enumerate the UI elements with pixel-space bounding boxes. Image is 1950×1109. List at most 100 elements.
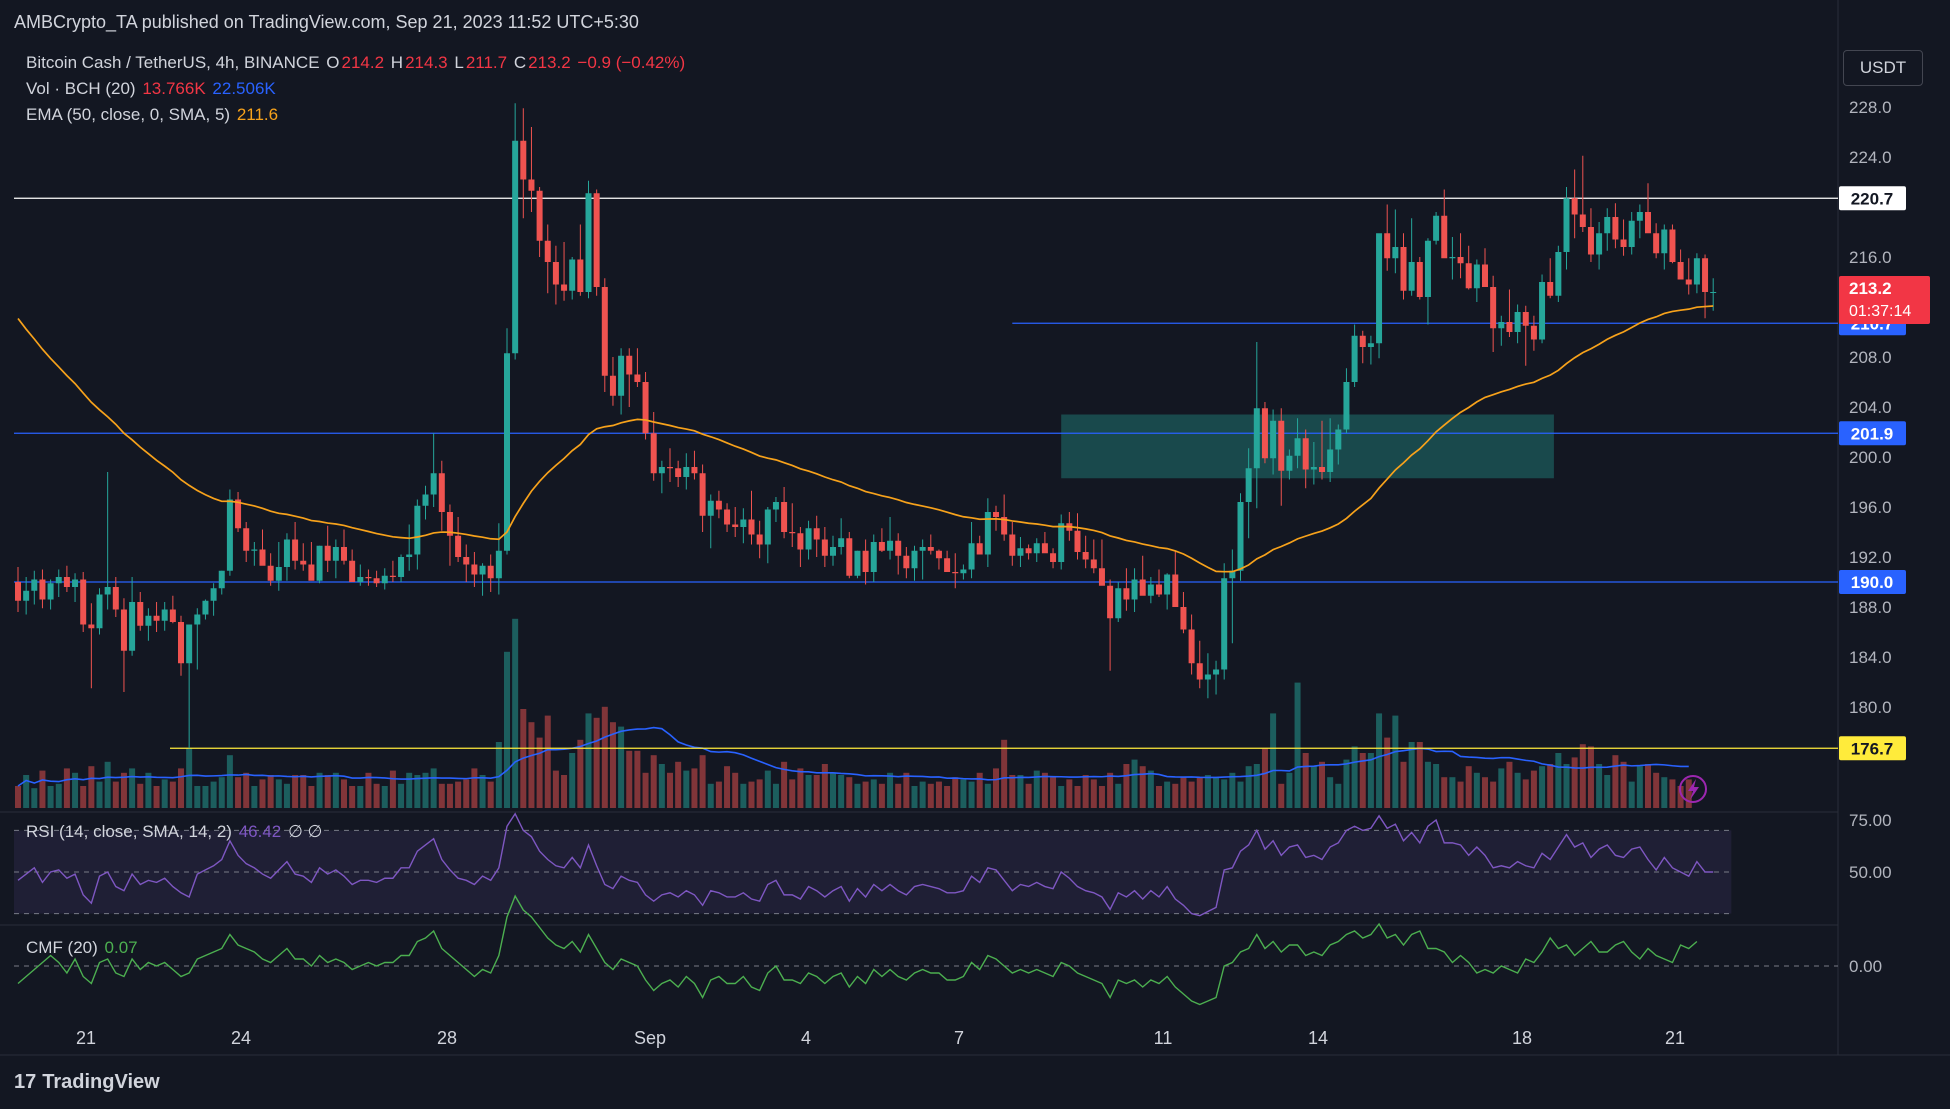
volume-legend[interactable]: Vol · BCH (20) 13.766K 22.506K <box>26 79 278 99</box>
candle <box>112 577 119 617</box>
candle <box>1172 550 1179 607</box>
candle <box>1164 573 1171 610</box>
candle <box>1596 222 1603 270</box>
volume-bar <box>235 777 242 808</box>
svg-text:190.0: 190.0 <box>1851 573 1894 592</box>
candle <box>72 573 79 602</box>
candle <box>536 187 543 257</box>
volume-bar <box>748 781 755 808</box>
volume-bar <box>887 772 894 808</box>
volume-bar <box>1294 682 1301 808</box>
lightning-alert-icon[interactable] <box>1679 775 1707 803</box>
candle <box>1441 189 1448 259</box>
candle <box>55 569 62 597</box>
rsi-tick-label: 75.00 <box>1849 811 1892 830</box>
candle <box>1351 324 1358 387</box>
volume-bar <box>740 783 747 808</box>
rsi-legend-label: RSI (14, close, SMA, 14, 2) <box>26 822 232 841</box>
ema-line-layer <box>17 305 1714 573</box>
candle <box>772 497 779 522</box>
volume-bar <box>1685 779 1692 808</box>
volume-bar <box>772 783 779 808</box>
candle <box>1547 258 1554 299</box>
candle <box>748 490 755 545</box>
candle <box>1392 209 1399 274</box>
volume-bar <box>1367 753 1374 808</box>
volume-bar <box>210 781 217 808</box>
candle <box>1653 223 1660 259</box>
volume-bar <box>137 783 144 808</box>
candle <box>976 535 983 555</box>
candle <box>1319 420 1325 480</box>
candle <box>1416 257 1423 300</box>
candle <box>1677 249 1684 280</box>
volume-bar <box>1612 755 1619 808</box>
currency-button[interactable]: USDT <box>1843 50 1923 86</box>
candle <box>504 328 510 555</box>
volume-bar <box>1482 777 1488 808</box>
candle <box>830 535 836 566</box>
candle <box>1082 535 1089 569</box>
candle <box>634 348 641 387</box>
candle <box>1612 203 1619 249</box>
level-badge-176.7[interactable]: 176.7 <box>1839 736 1906 761</box>
candle <box>1098 539 1105 586</box>
symbol-legend[interactable]: Bitcoin Cash / TetherUS, 4h, BINANCE O 21… <box>26 53 687 73</box>
tradingview-brand[interactable]: 17 TradingView <box>14 1071 160 1094</box>
volume-bar <box>96 781 103 808</box>
cmf-legend[interactable]: CMF (20) 0.07 <box>26 938 140 958</box>
volume-bar <box>1661 777 1668 808</box>
volume-bar <box>968 781 975 808</box>
rsi-value: 46.42 <box>238 822 282 841</box>
volume-legend-label: Vol · BCH (20) <box>26 79 136 98</box>
time-tick-label: 21 <box>76 1028 96 1048</box>
close-value: 213.2 <box>528 53 571 72</box>
level-badge-190.0[interactable]: 190.0 <box>1839 570 1906 594</box>
ema-legend[interactable]: EMA (50, close, 0, SMA, 5) 211.6 <box>26 105 280 125</box>
rsi-legend[interactable]: RSI (14, close, SMA, 14, 2) 46.42 ∅ ∅ <box>26 822 324 842</box>
candle <box>267 553 274 586</box>
candle <box>675 460 682 487</box>
volume-bar <box>707 783 714 808</box>
tradingview-logo-icon: 17 <box>14 1071 37 1093</box>
svg-text:220.7: 220.7 <box>1851 189 1894 208</box>
candle <box>446 504 453 566</box>
volume-bar <box>1579 744 1586 808</box>
volume-bar <box>675 761 682 808</box>
volume-bar <box>944 786 951 808</box>
volume-bar <box>1050 777 1057 808</box>
volume-bar <box>365 772 372 808</box>
candle <box>544 224 551 294</box>
candle <box>1482 248 1488 287</box>
level-badge-201.9[interactable]: 201.9 <box>1839 421 1906 446</box>
candle <box>1156 569 1162 597</box>
volume-bar <box>960 779 967 808</box>
candle <box>1025 544 1032 560</box>
last-price-badge[interactable]: 213.2 01:37:14 <box>1839 276 1930 324</box>
candle <box>561 242 568 301</box>
volume-bar <box>1376 713 1383 808</box>
candle <box>487 554 494 592</box>
level-badge-220.7[interactable]: 220.7 <box>1839 186 1906 211</box>
volume-bar <box>495 742 502 808</box>
volume-bar <box>1473 772 1480 808</box>
volume-bar <box>112 781 119 808</box>
volume-bar <box>1017 775 1024 808</box>
high-label: H <box>390 53 404 72</box>
candle <box>357 564 364 586</box>
candle <box>715 490 722 519</box>
candle <box>1506 289 1513 337</box>
candle <box>878 528 885 552</box>
candle <box>1376 233 1383 359</box>
volume-bar <box>1547 764 1554 808</box>
volume-bar <box>1082 775 1089 808</box>
candle <box>202 599 209 620</box>
volume-bar <box>984 783 991 808</box>
candle <box>789 503 796 547</box>
candle <box>186 624 193 749</box>
volume-bar <box>1139 766 1146 808</box>
candle <box>732 507 739 537</box>
volume-bar <box>1123 764 1130 808</box>
volume-bar <box>952 777 959 808</box>
